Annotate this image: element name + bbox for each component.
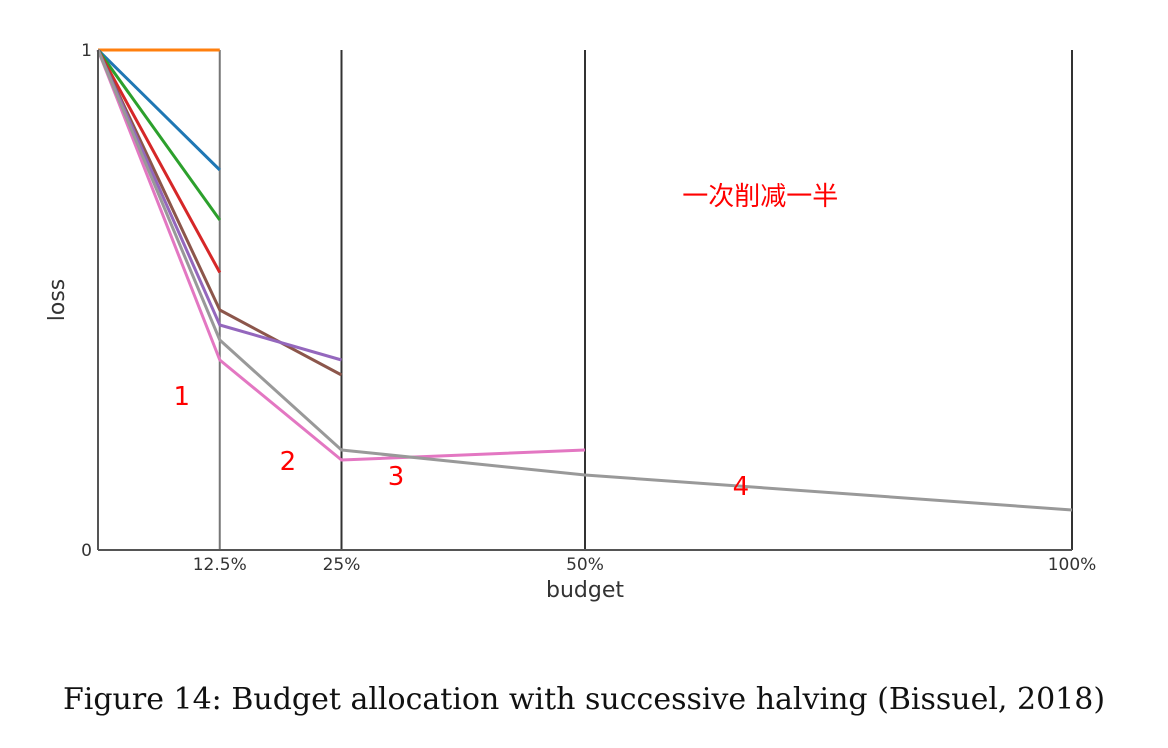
annotation-1: 1 [173,382,190,412]
x-tick-label: 50% [566,555,604,575]
successive-halving-chart: 12.5% 25% 50% 100% 0 1 budget loss 一次削减一半 1 2 3 4 [45,41,1096,603]
series-line-2 [96,49,222,221]
chart-series [96,48,1073,512]
x-tick-label: 12.5% [193,555,247,575]
series-line-3 [96,49,222,274]
y-tick-label: 0 [81,541,92,561]
y-tick-label: 1 [81,41,92,61]
annotation-2: 2 [280,447,297,477]
series-line-6 [96,49,586,462]
annotation-3: 3 [388,462,405,492]
series-line-1 [96,48,221,172]
annotations: 一次削减一半 1 2 3 4 [173,182,838,502]
figure-caption: Figure 14: Budget allocation with succes… [62,682,1106,717]
annotation-4: 4 [733,472,750,502]
budget-divider-lines [218,50,1073,550]
x-tick-label: 100% [1048,555,1097,575]
series-line-5 [96,49,342,362]
series-line-7 [96,49,1073,512]
annotation-0: 一次削减一半 [682,182,838,212]
x-axis-label: budget [546,578,624,603]
y-axis-label: loss [45,279,70,322]
tick-labels: 12.5% 25% 50% 100% 0 1 [81,41,1096,575]
series-line-4 [96,49,343,377]
x-tick-label: 25% [323,555,361,575]
